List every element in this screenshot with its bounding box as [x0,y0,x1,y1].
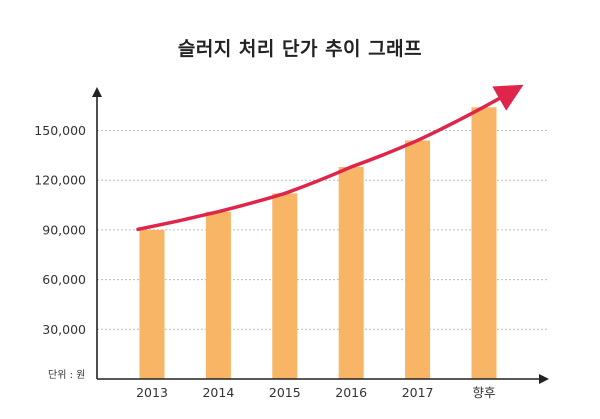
x-tick-label: 2017 [402,385,434,400]
bar [139,229,165,379]
x-tick-label: 향후 [472,385,495,400]
bar [272,193,298,379]
x-tick-labels: 2013 2014 2015 2016 2017 향후 [136,385,495,400]
chart-title: 슬러지 처리 단가 추이 그래프 [177,38,423,60]
bar [471,107,497,379]
axes [92,87,549,384]
bars [139,107,497,379]
bar [338,166,364,379]
x-tick-label: 2013 [136,385,168,400]
x-tick-label: 2016 [335,385,367,400]
unit-label: 단위 : 원 [48,368,85,381]
bar [205,211,231,379]
x-tick-label: 2014 [202,385,234,400]
y-tick-label: 60,000 [42,272,86,287]
trend-arrow [136,84,524,232]
y-tick-label: 90,000 [42,222,86,237]
x-tick-label: 2015 [269,385,301,400]
y-tick-label: 30,000 [42,322,86,337]
y-tick-labels: 30,000 60,000 90,000 120,000 150,000 [34,123,86,337]
y-tick-label: 150,000 [34,123,86,138]
y-tick-label: 120,000 [34,173,86,188]
bar [405,140,431,379]
